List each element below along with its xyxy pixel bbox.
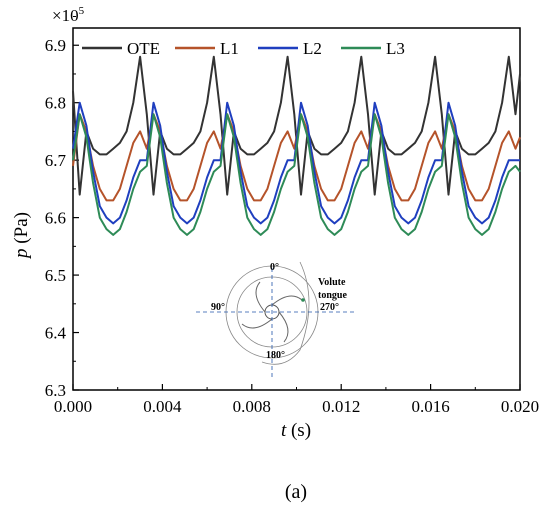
y-tick-label: 6.9 [45,36,66,55]
series-lines [72,55,521,236]
legend-label: L2 [303,39,322,58]
x-axis: 0.000 0.004 0.008 0.012 0.016 0.020 [54,384,539,416]
panel-label: (a) [285,481,307,503]
inset-label-volute: Volute [318,277,346,288]
x-tick-label: 0.000 [54,397,92,416]
y-tick-label: 6.8 [45,94,66,113]
series-line-l2 [72,101,520,225]
x-tick-label: 0.020 [501,397,539,416]
pump-inset: 0° 90° 180° 270° Volute tongue [196,261,355,378]
legend-label: OTE [127,39,160,58]
inset-label-0: 0° [270,262,279,273]
x-tick-label: 0.012 [322,397,360,416]
y-tick-label: 6.5 [45,266,66,285]
y-axis-title: p (Pa) [11,212,32,260]
y-tick-label: 6.6 [45,209,66,228]
x-tick-label: 0.008 [233,397,271,416]
plot-frame [72,27,521,391]
y-multiplier: ×105 [52,5,85,25]
legend-label: L3 [386,39,405,58]
x-tick-label: 0.016 [411,397,449,416]
legend-label: L1 [220,39,239,58]
legend: OTE L1 L2 L3 [82,39,405,58]
inset-label-tongue: tongue [318,290,347,301]
y-tick-label: 6.7 [45,151,67,170]
x-axis-title: t (s) [281,420,311,441]
y-tick-label: 6.3 [45,381,66,400]
inset-label-180: 180° [266,350,285,361]
series-line-l3 [72,113,521,236]
inset-label-270: 270° [320,302,339,313]
y-tick-label: 6.4 [45,324,67,343]
inset-label-90: 90° [211,302,225,313]
x-tick-label: 0.004 [143,397,182,416]
y-axis: 6.3 6.4 6.5 6.6 6.7 6.8 6.9 [45,16,79,400]
series-line-ote [72,55,521,196]
